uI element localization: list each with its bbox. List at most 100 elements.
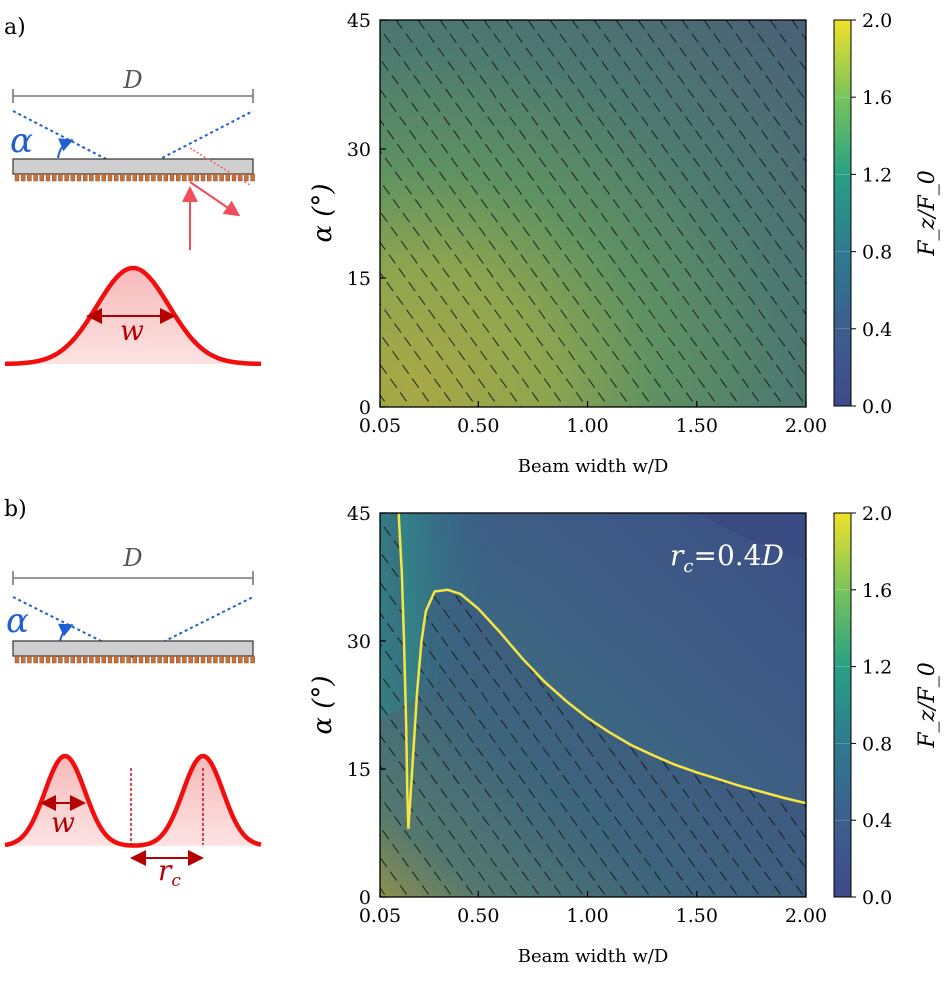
unit-cell (82, 655, 88, 664)
panel-b-x-label: Beam width w/D (518, 946, 669, 967)
unit-cell (138, 655, 144, 664)
unit-cell (151, 173, 156, 182)
unit-cell (27, 173, 32, 182)
hatch-line (637, 20, 806, 255)
unit-cell (144, 655, 150, 664)
panel-b-label: b) (4, 497, 27, 522)
x-tick-label: 0.05 (359, 415, 401, 437)
unit-cell (244, 655, 249, 664)
panel-b-double-gaussian-fill (5, 756, 261, 846)
unit-cell (126, 655, 131, 664)
unit-cell (101, 655, 107, 664)
panel-b-axes-frame (379, 512, 807, 898)
x-tick-label: 1.00 (566, 415, 608, 437)
unit-cell (107, 173, 113, 182)
unit-cell (64, 655, 69, 664)
panel-a-schematic: D α w (5, 66, 261, 367)
unit-cell (132, 173, 138, 182)
panel-a-plate (12, 158, 254, 175)
unit-cell (225, 655, 231, 664)
hatch-line (593, 20, 806, 316)
panel-b-rc-symbol: rc (158, 854, 181, 891)
panel-b-rc-sub: c (171, 871, 181, 891)
hatch-line (380, 332, 434, 407)
hatch-line (439, 20, 720, 407)
hatch-line (527, 20, 806, 407)
panel-b-boundary-left-branch (397, 513, 410, 829)
panel-a-colorbar (833, 19, 852, 407)
unit-cell (95, 655, 100, 664)
unit-cell (70, 173, 76, 182)
hatch-line (380, 513, 541, 897)
unit-cell (213, 655, 218, 664)
hatch-line (380, 513, 453, 897)
panel-a-alpha-symbol: α (10, 121, 33, 161)
unit-cell (113, 655, 119, 664)
panel-b-heatmap-overlay (380, 513, 806, 897)
unit-cell (52, 173, 57, 182)
hatch-line (380, 180, 544, 407)
unit-cell (219, 173, 224, 182)
panel-b-d-symbol: D (122, 544, 142, 572)
y-tick-label: 30 (347, 139, 371, 161)
hatch-line (380, 57, 632, 407)
y-tick-label: 45 (347, 503, 371, 525)
unit-cell (120, 655, 125, 664)
hatch-line (659, 20, 806, 224)
unit-cell (14, 173, 20, 182)
hatch-line (380, 119, 588, 407)
unit-cell (39, 655, 44, 664)
panel-a-axes-frame (379, 19, 807, 408)
x-tick-label: 0.50 (457, 905, 499, 927)
panel-a-hatching (380, 20, 806, 407)
unit-cell (89, 173, 94, 182)
panel-a-y-axis: 0 15 30 45 (347, 10, 386, 419)
unit-cell (157, 655, 162, 664)
hatch-line (380, 27, 654, 407)
panel-b-alpha-symbol: α (6, 601, 29, 641)
panel-a-d-symbol: D (122, 66, 142, 94)
y-tick-label: 0 (359, 887, 371, 909)
unit-cell (64, 173, 69, 182)
unit-cell (70, 655, 76, 664)
x-tick-label: 1.50 (676, 415, 718, 437)
unit-cell (33, 173, 38, 182)
unit-cell (163, 655, 169, 664)
unit-cell (82, 173, 88, 182)
hatch-line (549, 20, 806, 377)
unit-cell (194, 173, 200, 182)
unit-cell (250, 655, 255, 664)
unit-cell (250, 173, 255, 182)
hatch-line (380, 149, 566, 407)
unit-cell (200, 173, 206, 182)
panel-b-annotation-tail: D (760, 539, 783, 572)
panel-b-schematic: D α w rc (4, 544, 262, 891)
unit-cell (27, 655, 32, 664)
unit-cell (101, 173, 107, 182)
x-tick-label: 1.50 (676, 905, 718, 927)
unit-cell (89, 655, 94, 664)
unit-cell (175, 655, 181, 664)
x-tick-label: 0.05 (359, 905, 401, 927)
unit-cell (21, 173, 26, 182)
unit-cell (107, 655, 113, 664)
panel-b-w-symbol: w (51, 806, 75, 839)
colorbar-tick-label: 1.2 (862, 164, 892, 186)
unit-cell (157, 173, 162, 182)
panel-b-plate (12, 640, 254, 657)
panel-b-metasurface (14, 655, 255, 664)
hatch-line (380, 88, 610, 407)
y-tick-label: 15 (347, 268, 371, 290)
hatch-line (395, 20, 676, 407)
panel-b-boundary-curve (407, 588, 806, 829)
colorbar-tick-label: 0.8 (862, 242, 892, 264)
colorbar-tick-label: 0.0 (862, 887, 892, 909)
colorbar-tick-label: 2.0 (862, 503, 892, 525)
colorbar-tick-label: 1.2 (862, 657, 892, 679)
unit-cell (76, 655, 82, 664)
panel-a-metasurface (14, 173, 255, 182)
panel-b-annotation-rest: =0.4 (693, 539, 761, 572)
colorbar-tick-label: 2.0 (862, 10, 892, 32)
unit-cell (182, 655, 187, 664)
colorbar-tick-label: 0.4 (862, 319, 892, 341)
